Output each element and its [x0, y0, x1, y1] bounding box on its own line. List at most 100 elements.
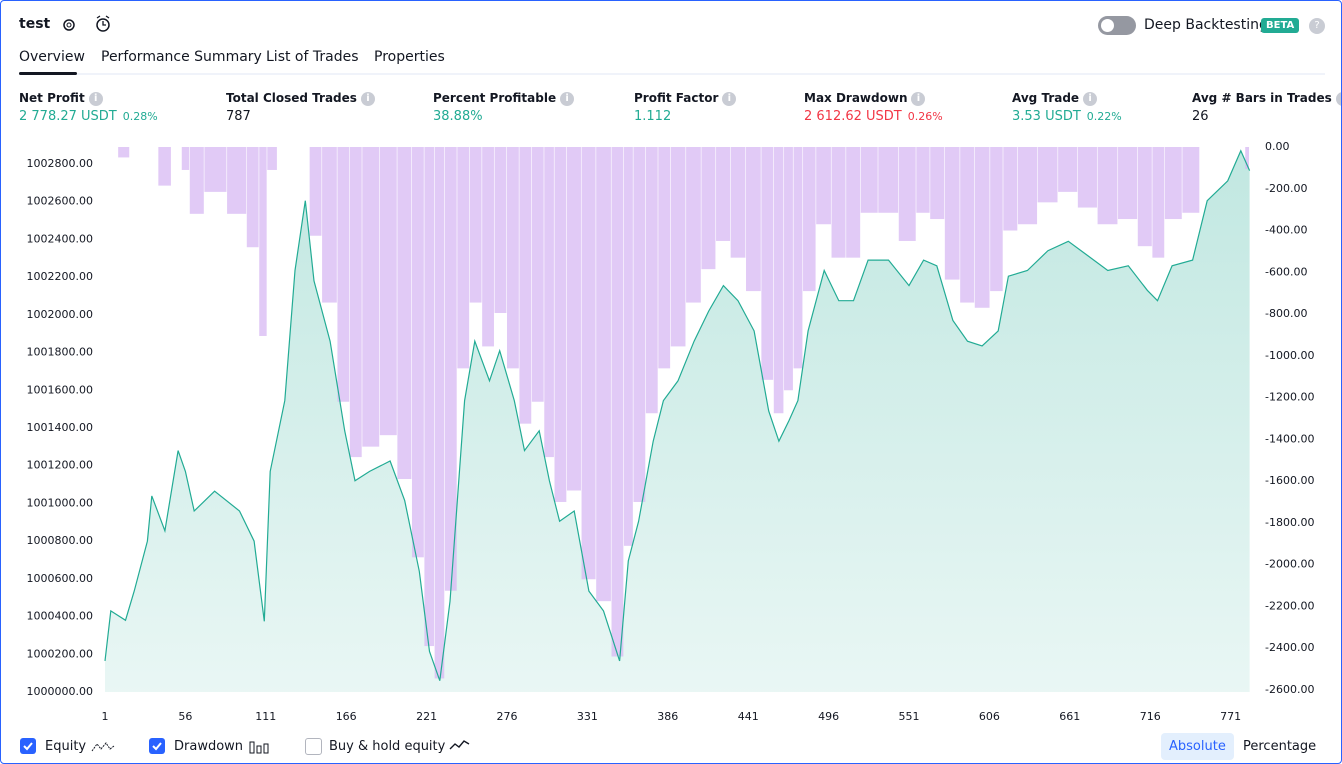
y2-tick-label: -2200.00 — [1265, 599, 1314, 612]
drawdown-checkbox[interactable] — [149, 738, 165, 754]
drawdown-bar — [633, 147, 646, 502]
y-tick-label: 1002800.00 — [27, 157, 93, 170]
drawdown-bar — [566, 147, 581, 491]
info-icon[interactable]: i — [1083, 91, 1098, 106]
y-tick-label: 1002000.00 — [27, 308, 93, 321]
drawdown-bar — [189, 147, 204, 214]
drawdown-bar — [930, 147, 945, 220]
y-tick-label: 1002400.00 — [27, 232, 93, 245]
info-icon[interactable]: i — [1335, 91, 1341, 106]
drawdown-bar — [701, 147, 716, 270]
drawdown-bar — [1118, 147, 1138, 220]
x-tick-label: 496 — [818, 710, 839, 723]
y-tick-label: 1000200.00 — [27, 647, 93, 660]
x-tick-label: 661 — [1059, 710, 1080, 723]
drawdown-bar — [816, 147, 831, 225]
y-tick-label: 1001600.00 — [27, 383, 93, 396]
absolute-button[interactable]: Absolute — [1161, 733, 1234, 760]
metric-value: 26 — [1192, 109, 1209, 124]
y2-tick-label: -1600.00 — [1265, 474, 1314, 487]
drawdown-bar — [337, 147, 350, 402]
alarm-icon[interactable] — [94, 15, 112, 33]
drawdown-bar — [670, 147, 686, 347]
y-tick-label: 1000600.00 — [27, 572, 93, 585]
equity-checkbox[interactable] — [20, 738, 36, 754]
drawdown-bar — [784, 147, 793, 391]
info-icon[interactable]: i — [911, 91, 926, 106]
drawdown-bar — [1182, 147, 1200, 213]
metric-value: 787 — [226, 109, 251, 124]
drawdown-bar — [716, 147, 731, 241]
percentage-button[interactable]: Percentage — [1243, 739, 1317, 754]
drawdown-bar — [1058, 147, 1078, 192]
y2-tick-label: -600.00 — [1265, 265, 1307, 278]
metric-value: 38.88% — [433, 109, 483, 124]
drawdown-bar — [267, 147, 277, 170]
drawdown-bar — [349, 147, 362, 458]
drawdown-bar — [916, 147, 930, 213]
x-tick-label: 331 — [577, 710, 598, 723]
drawdown-bar — [494, 147, 507, 314]
x-tick-label: 56 — [178, 710, 192, 723]
drawdown-bar — [457, 147, 470, 369]
drawdown-bar — [645, 147, 658, 414]
drawdown-bar — [322, 147, 337, 303]
drawdown-bar — [1164, 147, 1182, 220]
drawdown-bar — [482, 147, 494, 347]
metric-percent: 0.22% — [1086, 110, 1122, 123]
drawdown-bar — [1037, 147, 1058, 203]
metric-label: Profit Factor — [634, 91, 719, 105]
metric-label: Total Closed Trades — [226, 91, 357, 105]
y-tick-label: 1001400.00 — [27, 421, 93, 434]
info-icon[interactable]: i — [560, 91, 575, 106]
info-icon[interactable]: i — [722, 91, 737, 106]
drawdown-bar — [611, 147, 624, 657]
toggle-label: Deep Backtesting — [1144, 17, 1268, 33]
drawdown-bar — [246, 147, 259, 248]
drawdown-bar — [658, 147, 671, 369]
info-icon[interactable]: i — [88, 91, 103, 106]
deep-backtesting-toggle[interactable] — [1098, 16, 1136, 35]
y2-tick-label: -2600.00 — [1265, 683, 1314, 696]
tab[interactable]: List of Trades — [266, 49, 359, 65]
drawdown-bar — [878, 147, 899, 213]
x-tick-label: 716 — [1140, 710, 1161, 723]
y2-tick-label: -1000.00 — [1265, 349, 1314, 362]
drawdown-bar — [469, 147, 482, 303]
tab[interactable]: Properties — [374, 49, 445, 65]
drawdown-bar — [434, 147, 445, 679]
metric-percent: 0.26% — [907, 110, 943, 123]
y-tick-label: 1000800.00 — [27, 534, 93, 547]
drawdown-bar — [1017, 147, 1038, 225]
tab[interactable]: Performance Summary — [101, 49, 262, 65]
x-tick-label: 276 — [497, 710, 518, 723]
y-tick-label: 1000000.00 — [27, 685, 93, 698]
drawdown-bar — [444, 147, 457, 591]
drawdown-bar — [944, 147, 960, 280]
drawdown-bar — [990, 147, 1003, 292]
x-tick-label: 606 — [979, 710, 1000, 723]
drawdown-bar — [411, 147, 424, 558]
drawdown-bar — [204, 147, 227, 192]
beta-badge: BETA — [1261, 18, 1300, 33]
drawdown-bar — [1077, 147, 1097, 208]
drawdown-bar — [623, 147, 633, 546]
y2-tick-label: -2000.00 — [1265, 558, 1314, 571]
y-tick-label: 1002600.00 — [27, 195, 93, 208]
y2-tick-label: -800.00 — [1265, 307, 1307, 320]
y-tick-label: 1002200.00 — [27, 270, 93, 283]
equity-area — [105, 150, 1250, 693]
tab[interactable]: Overview — [19, 49, 85, 65]
settings-icon[interactable] — [60, 16, 78, 34]
drawdown-bar — [686, 147, 701, 303]
metric-value: 2 778.27 USDT — [19, 109, 117, 124]
active-tab-indicator — [19, 72, 77, 75]
metric-percent: 0.28% — [122, 110, 158, 123]
metric-value: 3.53 USDT — [1012, 109, 1081, 124]
drawdown-bar — [1137, 147, 1152, 247]
info-icon[interactable]: i — [360, 91, 375, 106]
drawdown-bar — [960, 147, 975, 303]
buy-hold-checkbox[interactable] — [305, 738, 322, 755]
legend-label: Buy & hold equity — [329, 739, 446, 754]
help-icon[interactable]: ? — [1309, 18, 1325, 34]
